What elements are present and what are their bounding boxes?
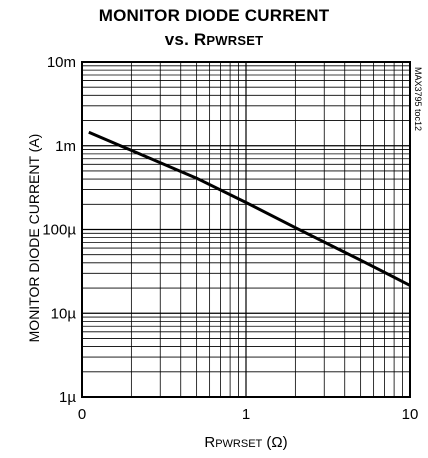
y-tick-label: 10m — [47, 54, 76, 71]
chart-title-subscript: PWRSET — [206, 33, 264, 48]
y-tick-label: 10µ — [51, 305, 77, 322]
x-axis-label-unit: (Ω) — [262, 434, 287, 451]
y-tick-label: 1m — [55, 138, 76, 155]
x-tick-labels: 0 1 10 — [78, 406, 419, 423]
x-axis-label-subscript: PWRSET — [215, 438, 262, 450]
chart-title-prefix: vs. R — [164, 30, 207, 49]
side-tag: MAX3795 toc12 — [413, 67, 423, 131]
x-tick-label: 10 — [402, 406, 419, 423]
x-tick-label: 0 — [78, 406, 86, 423]
y-axis-label: MONITOR DIODE CURRENT (A) — [26, 134, 42, 343]
x-axis-label-main: R — [204, 434, 215, 451]
series-layer — [88, 130, 411, 287]
series-line-1 — [88, 130, 411, 287]
y-tick-labels: 10m 1m 100µ 10µ 1µ — [42, 54, 76, 406]
x-axis-label: RPWRSET (Ω) — [204, 434, 287, 451]
y-tick-label: 1µ — [59, 389, 76, 406]
x-tick-label: 1 — [242, 406, 250, 423]
chart-title-line2: vs. RPWRSET — [0, 30, 428, 50]
y-tick-label: 100µ — [42, 222, 76, 239]
chart-title-line1: MONITOR DIODE CURRENT — [98, 6, 330, 25]
plot-frame — [81, 61, 411, 398]
